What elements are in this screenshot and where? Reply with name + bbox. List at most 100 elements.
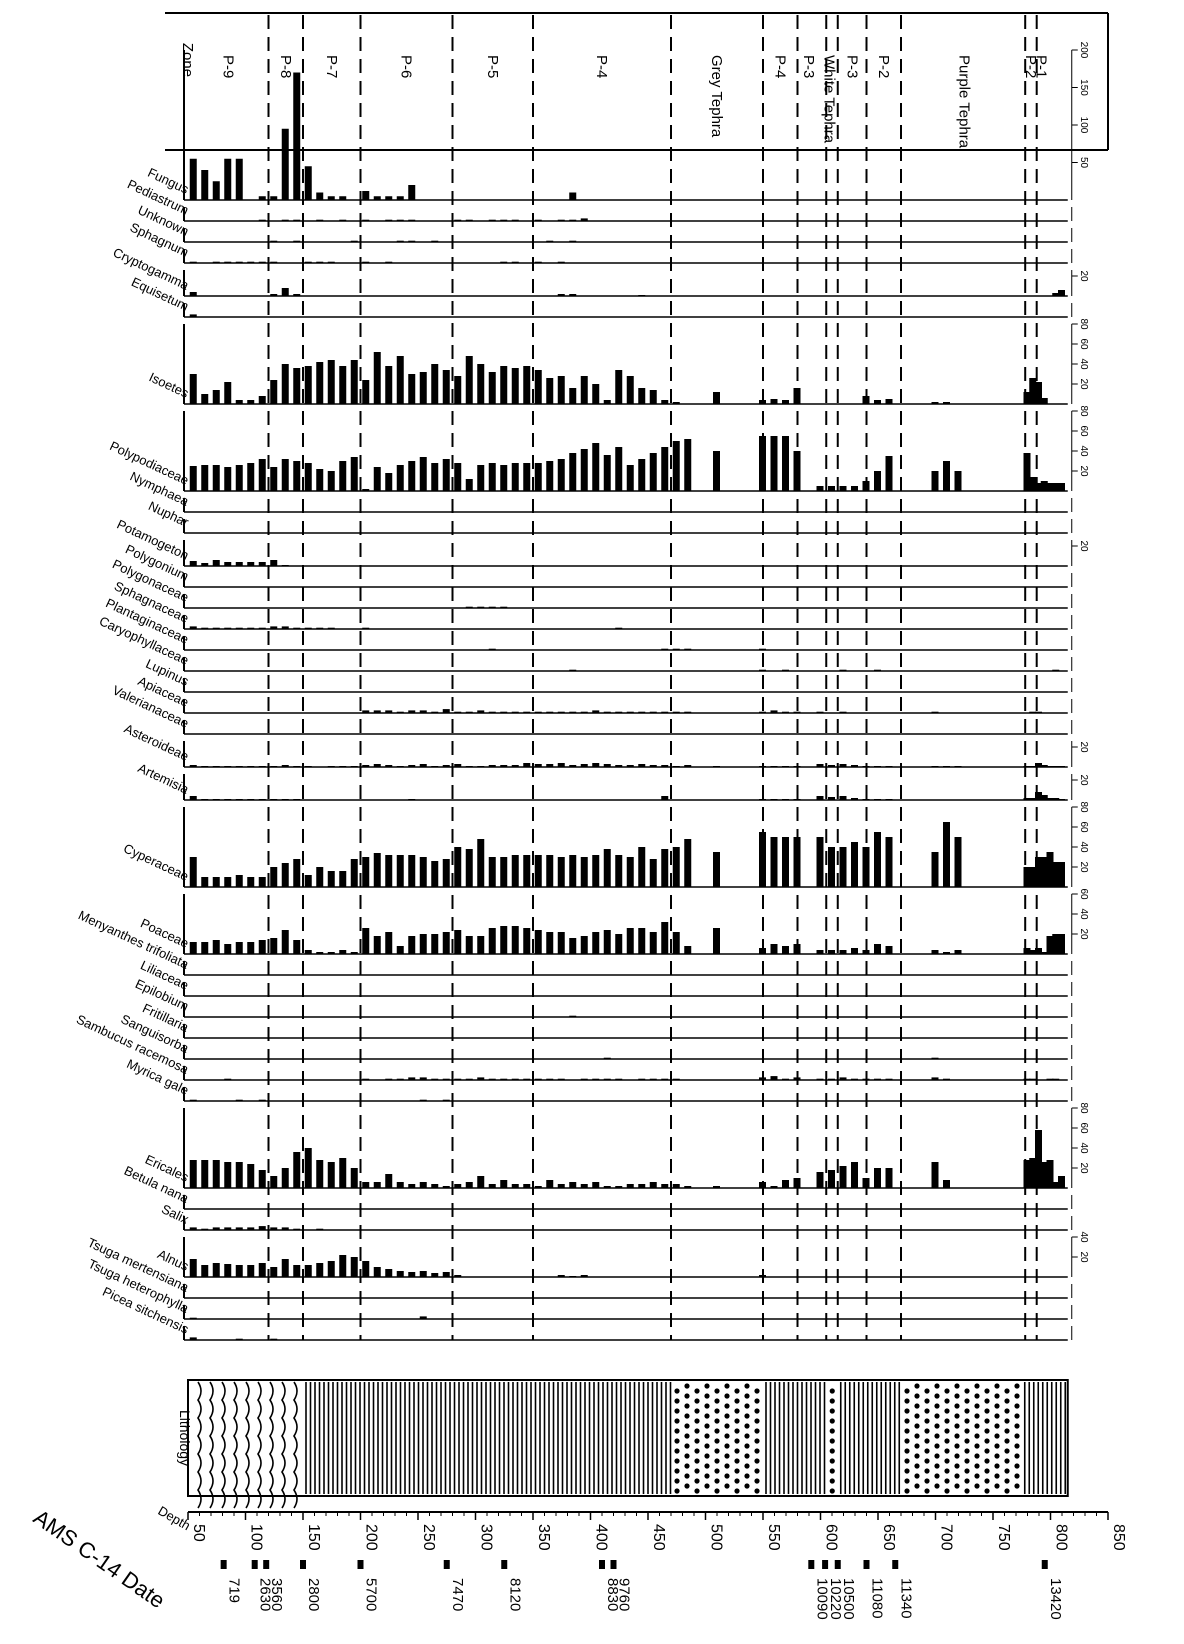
- bar-8-34: [580, 1078, 588, 1080]
- bar-14-42: [672, 932, 680, 954]
- bar-14-16: [373, 936, 381, 954]
- scale-tick-label: 60: [1078, 338, 1089, 350]
- taxon-label: Cyperaceae: [121, 840, 191, 883]
- lithology-dot-2: [754, 1488, 760, 1494]
- bar-14-41: [661, 922, 669, 954]
- bar-29-36: [603, 455, 611, 491]
- bar-14-50: [828, 950, 835, 954]
- lithology-dot-2: [734, 1468, 740, 1474]
- bar-14-39: [638, 928, 646, 954]
- lithology-dot-2: [734, 1458, 740, 1464]
- bar-23-11: [316, 627, 324, 629]
- lithology-dot-6: [934, 1383, 940, 1389]
- lithology-dot-2: [684, 1393, 690, 1399]
- bar-8-51: [839, 1077, 847, 1080]
- lithology-dot-6: [984, 1438, 990, 1444]
- scale-tick-label: 40: [1078, 445, 1089, 457]
- bar-17-10: [304, 766, 312, 767]
- bar-30-34: [580, 376, 588, 404]
- bar-30-54: [874, 400, 881, 404]
- bar-6-56: [931, 1162, 939, 1188]
- lithology-dot-6: [934, 1443, 940, 1449]
- bar-8-55: [885, 1078, 893, 1080]
- lithology-title: Lithology: [177, 1410, 193, 1466]
- lithology-dot-6: [974, 1453, 980, 1459]
- bar-32-7: [270, 294, 278, 296]
- bar-17-48: [793, 766, 801, 767]
- scale-tick-label: 150: [1078, 79, 1089, 96]
- date-marker-11: [834, 1560, 841, 1569]
- bar-19-15: [362, 710, 370, 713]
- lithology-dot-2: [714, 1408, 720, 1414]
- bar-3-10: [304, 1265, 312, 1277]
- bar-14-29: [523, 928, 531, 954]
- bar-15-64: [1052, 862, 1060, 887]
- bar-17-23: [454, 764, 462, 767]
- bar-4-1: [201, 1228, 209, 1230]
- lithology-dot-2: [704, 1433, 710, 1439]
- bar-14-40: [649, 932, 657, 954]
- bar-15-61: [1035, 857, 1042, 887]
- bar-15-14: [350, 859, 358, 887]
- lithology-dot-6: [1004, 1438, 1010, 1444]
- lithology-dot-2: [744, 1413, 750, 1419]
- bar-15-19: [408, 855, 416, 887]
- bar-17-50: [828, 765, 835, 767]
- bar-29-65: [1058, 483, 1065, 491]
- lithology-dot-6: [954, 1383, 960, 1389]
- bar-15-12: [327, 871, 335, 887]
- bar-14-37: [615, 934, 623, 954]
- bar-19-43: [684, 711, 692, 713]
- lithology-dot-6: [914, 1473, 920, 1479]
- lithology-dot-6: [964, 1418, 970, 1424]
- bar-30-45: [759, 400, 766, 404]
- bar-3-3: [224, 1264, 232, 1277]
- bar-36-10: [304, 166, 312, 200]
- bar-23-8: [281, 626, 289, 629]
- bar-4-8: [281, 1227, 289, 1230]
- date-marker-7: [599, 1560, 605, 1569]
- bar-26-7: [270, 560, 278, 566]
- bar-17-60: [1029, 766, 1037, 767]
- bar-30-44: [713, 392, 720, 404]
- bar-19-19: [408, 710, 416, 713]
- bar-14-19: [408, 936, 416, 954]
- bar-29-21: [431, 463, 439, 491]
- bar-3-23: [454, 1275, 462, 1277]
- bar-29-18: [396, 465, 404, 491]
- bar-21-45: [759, 669, 766, 671]
- lithology-dot-6: [954, 1433, 960, 1439]
- bar-6-41: [661, 1184, 669, 1188]
- lithology-dot-2: [674, 1468, 680, 1474]
- bar-23-15: [362, 627, 370, 629]
- lithology-dot-2: [744, 1453, 750, 1459]
- bar-30-23: [454, 376, 462, 404]
- bar-30-42: [672, 402, 680, 404]
- lithology-dot-6: [1004, 1388, 1010, 1394]
- bar-15-33: [569, 855, 577, 887]
- lithology-dot-2: [724, 1423, 730, 1429]
- bar-14-55: [885, 946, 893, 954]
- bar-29-24: [465, 479, 473, 491]
- bar-34-31: [546, 240, 554, 242]
- bar-19-28: [511, 711, 519, 713]
- scale-tick-label: 40: [1078, 841, 1089, 853]
- bar-17-38: [626, 765, 634, 767]
- bar-19-20: [419, 710, 427, 713]
- bar-19-24: [465, 711, 473, 713]
- bar-6-51: [839, 1166, 847, 1188]
- bar-15-7: [270, 867, 278, 887]
- lithology-dot-2: [754, 1458, 760, 1464]
- bar-30-32: [557, 376, 565, 404]
- lithology-dot-6: [954, 1453, 960, 1459]
- lithology-dot-2: [684, 1423, 690, 1429]
- bar-14-60: [1029, 950, 1037, 954]
- bar-6-9: [293, 1152, 301, 1188]
- bar-17-9: [293, 766, 301, 767]
- bar-15-18: [396, 855, 404, 887]
- lithology-dot-2: [724, 1393, 730, 1399]
- bar-30-20: [419, 372, 427, 404]
- depth-tick-label: 450: [650, 1524, 667, 1551]
- lithology-dot-6: [934, 1473, 940, 1479]
- bar-3-45: [759, 1275, 766, 1277]
